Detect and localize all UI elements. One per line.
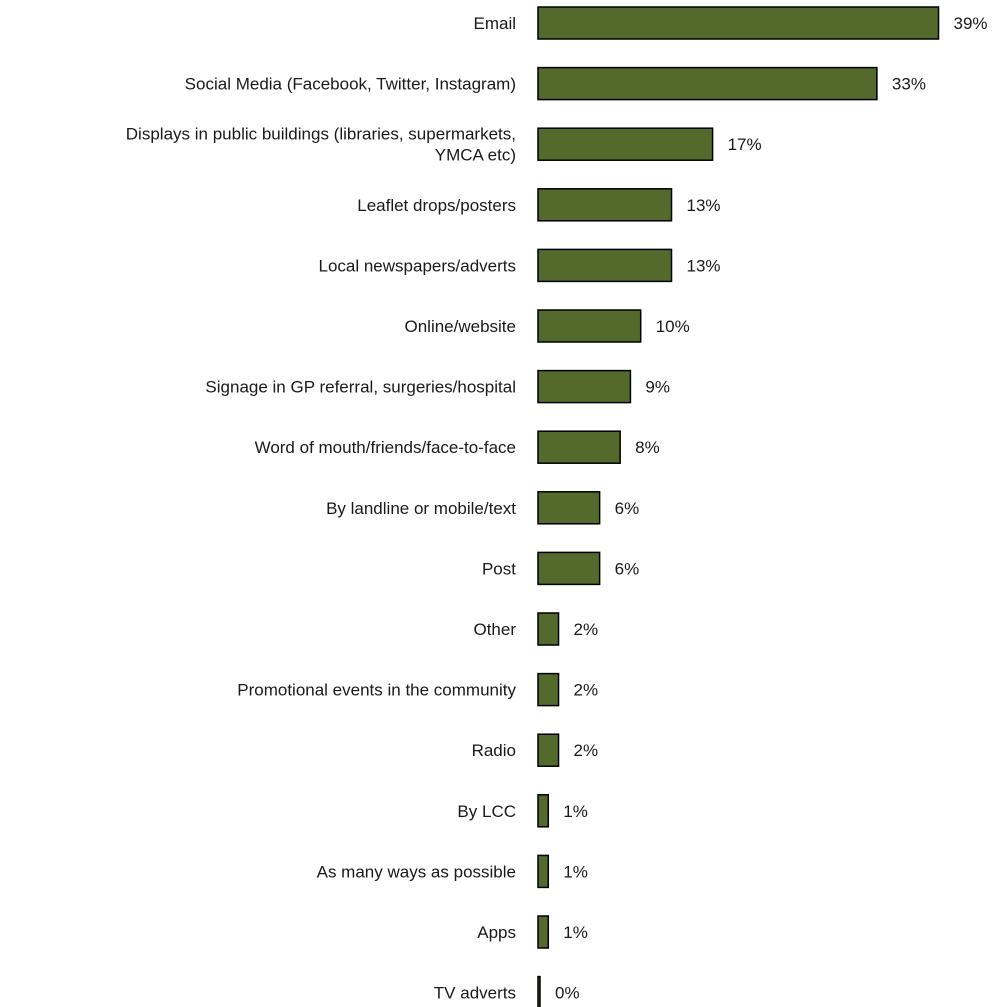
- bar: [537, 854, 550, 889]
- bar: [537, 188, 673, 222]
- category-label-line: Email: [473, 14, 516, 33]
- bar: [537, 127, 714, 161]
- category-labels: Email Social Media (Facebook, Twitter, In…: [126, 14, 517, 1003]
- value-label: 39%: [954, 14, 988, 33]
- value-label: 0%: [555, 984, 580, 1003]
- value-label: 1%: [563, 862, 588, 881]
- category-label: Online/website: [404, 317, 516, 336]
- category-label: TV adverts: [434, 984, 516, 1003]
- bar: [537, 6, 940, 40]
- category-label: Leaflet drops/posters: [357, 196, 516, 215]
- category-label-line: Other: [473, 620, 516, 639]
- value-label: 1%: [563, 802, 588, 821]
- category-label-line: Social Media (Facebook, Twitter, Instagr…: [185, 75, 516, 94]
- category-label: Local newspapers/adverts: [318, 256, 516, 275]
- value-label: 9%: [645, 378, 670, 397]
- value-label: 13%: [687, 196, 721, 215]
- bar: [537, 612, 560, 646]
- value-label: 10%: [656, 317, 690, 336]
- value-label: 6%: [615, 559, 640, 578]
- bars: [537, 6, 940, 1007]
- bar: [537, 551, 601, 586]
- category-label: As many ways as possible: [317, 862, 516, 881]
- value-label: 2%: [574, 681, 599, 700]
- value-label: 33%: [892, 75, 926, 94]
- bar: [537, 66, 878, 101]
- value-label: 17%: [728, 135, 762, 154]
- category-label: Signage in GP referral, surgeries/hospit…: [205, 378, 516, 397]
- value-label: 2%: [574, 620, 599, 639]
- category-label: Word of mouth/friends/face-to-face: [255, 438, 516, 457]
- category-label-line: Online/website: [404, 317, 516, 336]
- category-label-line: Word of mouth/friends/face-to-face: [255, 438, 516, 457]
- bar: [537, 248, 673, 283]
- value-label: 6%: [615, 499, 640, 518]
- category-label-line: TV adverts: [434, 984, 516, 1003]
- category-label-line: By LCC: [457, 802, 516, 821]
- category-label: Apps: [477, 923, 516, 942]
- value-label: 8%: [635, 438, 660, 457]
- bar: [537, 915, 550, 949]
- category-label-line: As many ways as possible: [317, 862, 516, 881]
- value-labels: 39% 33% 17% 13% 13% 10% 9% 8% 6% 6% 2% 2% 2% 1% 1% 1% 0%: [555, 14, 988, 1003]
- category-label-line: Post: [482, 559, 516, 578]
- category-label: Displays in public buildings (libraries,…: [126, 125, 516, 165]
- category-label: Promotional events in the community: [237, 681, 516, 700]
- category-label: Email: [473, 14, 516, 33]
- category-label-line: By landline or mobile/text: [326, 499, 516, 518]
- value-label: 2%: [574, 741, 599, 760]
- category-label: By LCC: [457, 802, 516, 821]
- bar: [537, 430, 621, 464]
- category-label-line: Radio: [472, 741, 516, 760]
- bar: [537, 672, 560, 707]
- category-label-line: Signage in GP referral, surgeries/hospit…: [205, 378, 516, 397]
- category-label-line: Apps: [477, 923, 516, 942]
- bar: [537, 794, 550, 828]
- bar: [537, 309, 642, 343]
- category-label-line: Displays in public buildings (libraries,…: [126, 125, 516, 144]
- bar: [537, 733, 560, 767]
- category-label: Social Media (Facebook, Twitter, Instagr…: [185, 75, 516, 94]
- category-label: Radio: [472, 741, 516, 760]
- category-label: By landline or mobile/text: [326, 499, 516, 518]
- bar: [537, 369, 632, 404]
- category-label-line: Leaflet drops/posters: [357, 196, 516, 215]
- value-label: 1%: [563, 923, 588, 942]
- category-label-line: Promotional events in the community: [237, 681, 516, 700]
- value-label: 13%: [687, 256, 721, 275]
- category-label: Other: [473, 620, 516, 639]
- category-label: Post: [482, 559, 516, 578]
- bar: [537, 975, 541, 1007]
- bar: [537, 491, 601, 525]
- category-label-line: YMCA etc): [435, 146, 516, 165]
- category-label-line: Local newspapers/adverts: [318, 256, 516, 275]
